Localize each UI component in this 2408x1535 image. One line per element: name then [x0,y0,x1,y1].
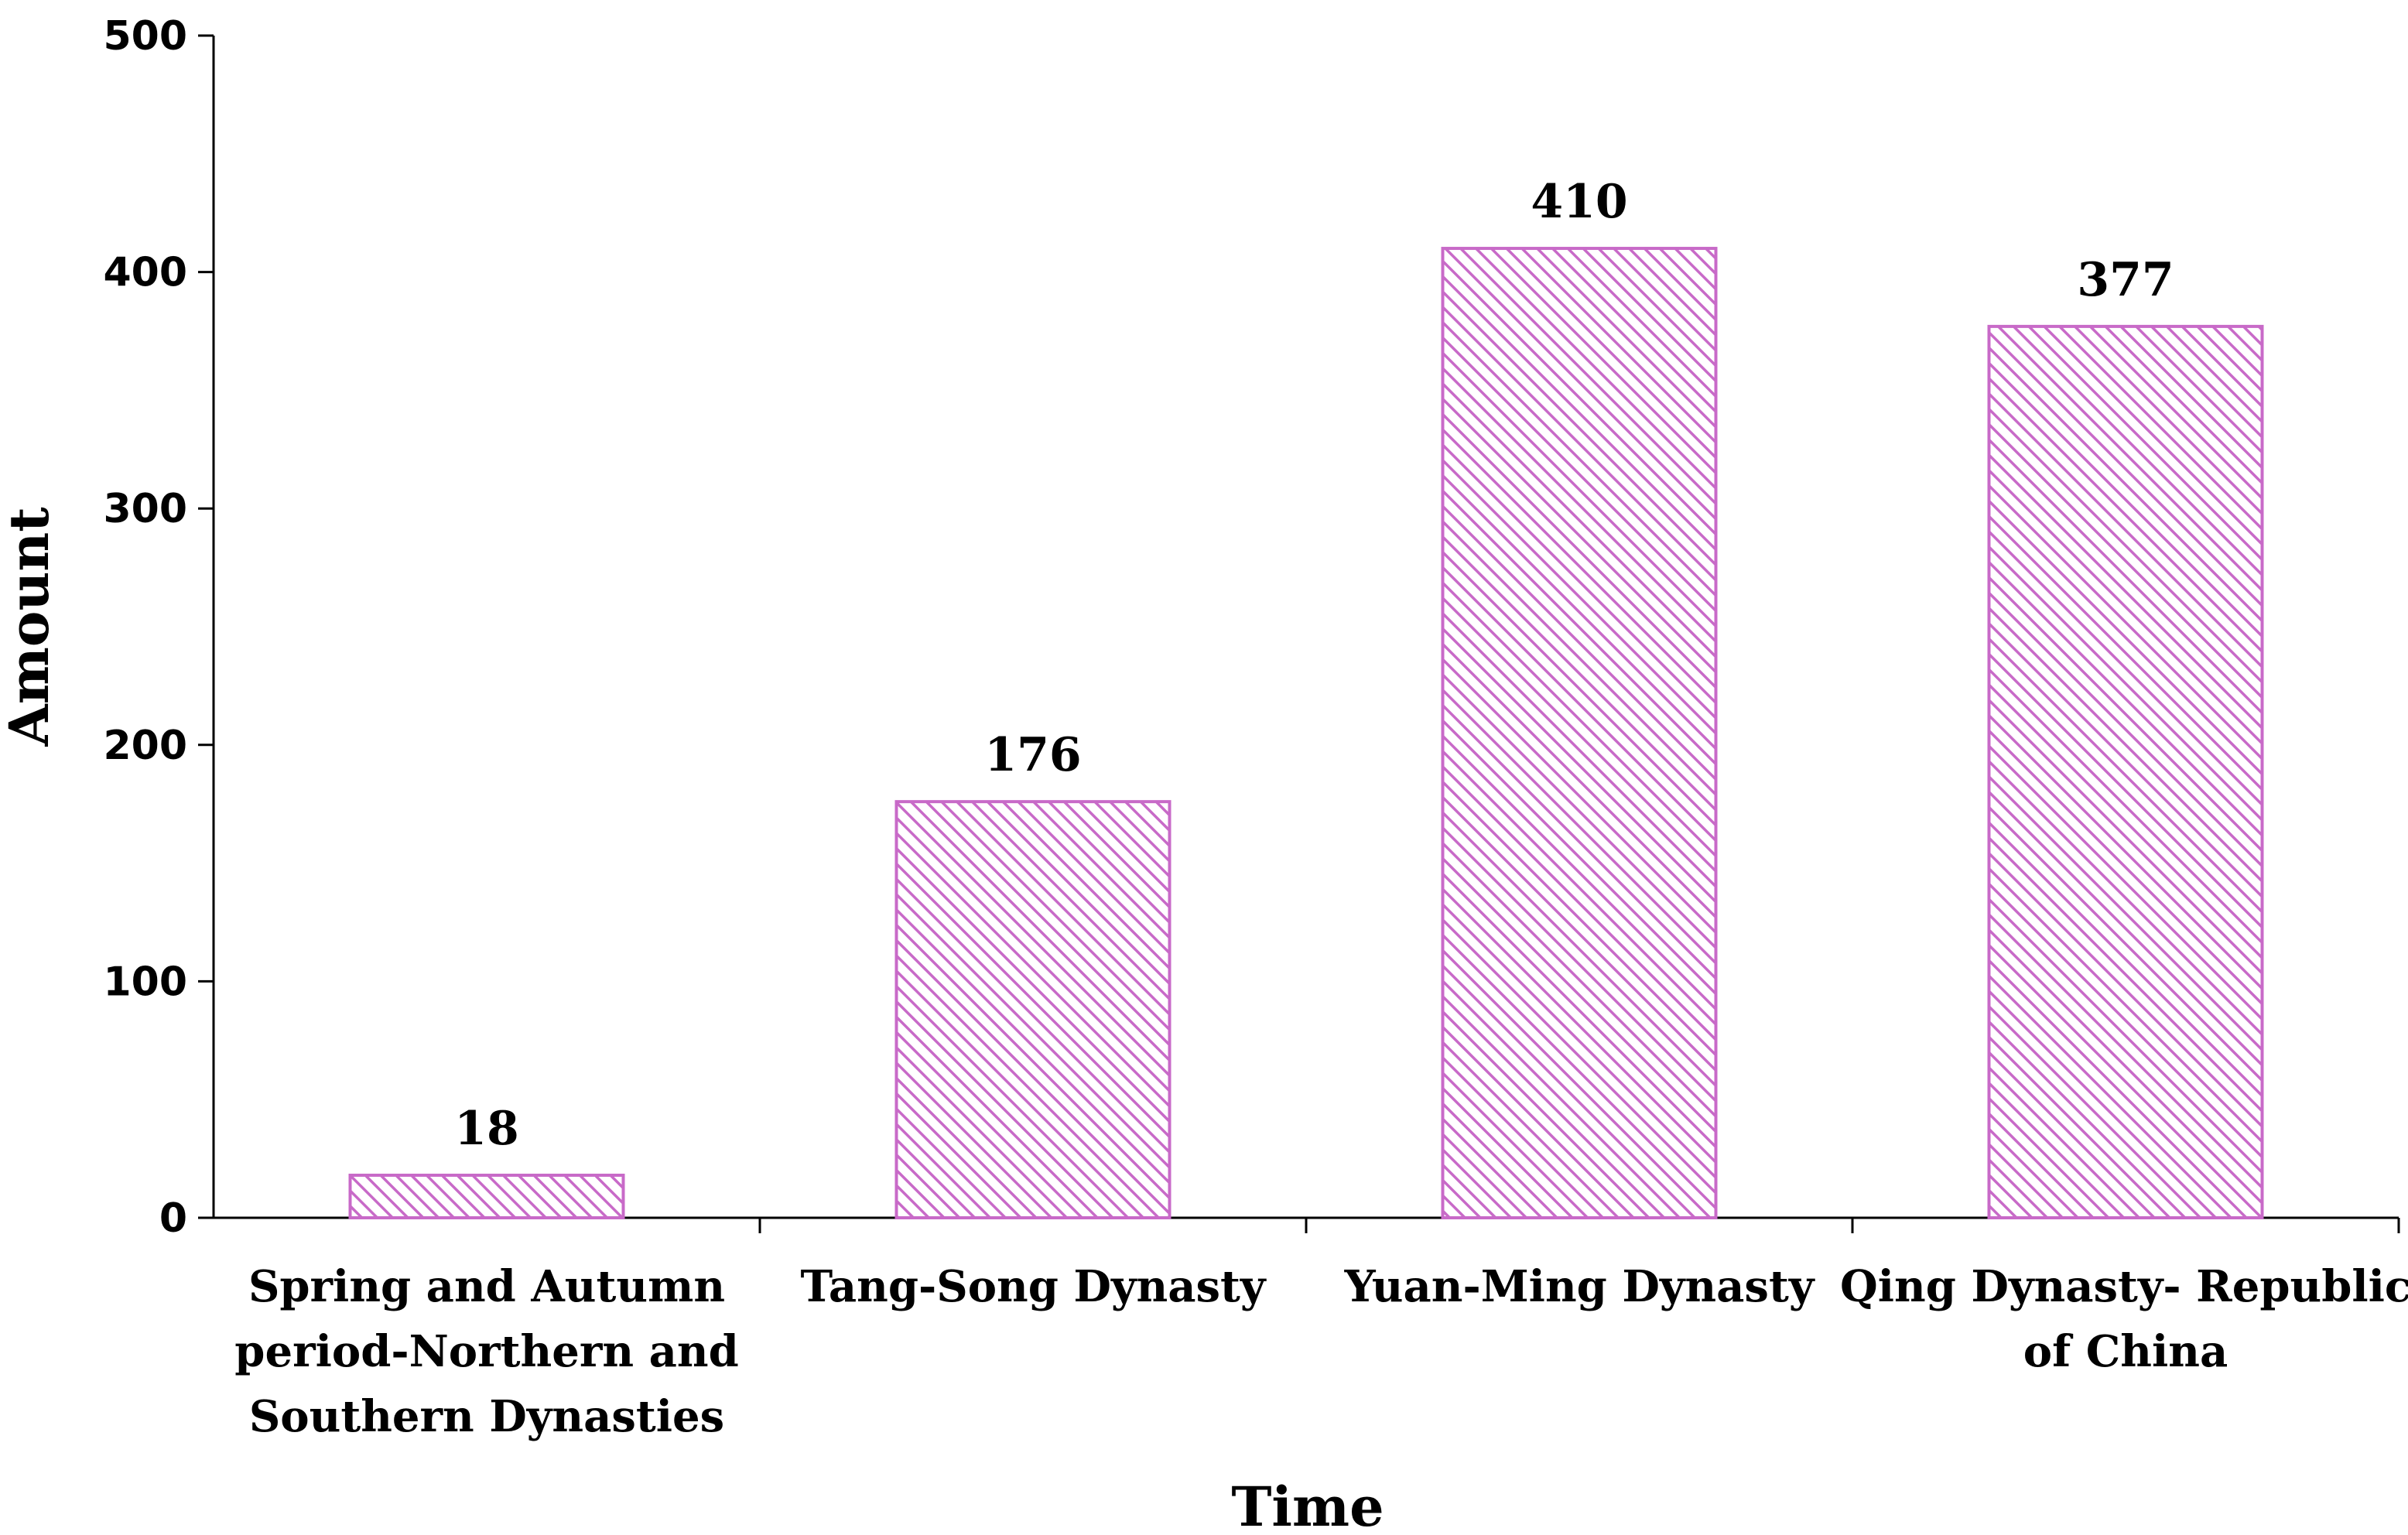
y-tick-label: 0 [159,1195,187,1242]
bar [1987,324,2264,1220]
category-label-line: Yuan-Ming Dynasty [1344,1261,1815,1312]
category-label-line: of China [2023,1326,2228,1377]
bar [1441,247,1718,1219]
labels: 18 Spring and Autumn period-Northern and So… [234,175,2408,1442]
data-label: 410 [1531,175,1627,229]
data-label: 377 [2077,253,2174,307]
category-label-line: Spring and Autumn [248,1261,725,1312]
data-label: 18 [454,1102,519,1156]
category-label: Tang-Song Dynasty [801,1261,1267,1312]
x-axis-title: Time [1231,1475,1384,1535]
category-label: Qing Dynasty- Republic of China [1840,1261,2408,1377]
bar [894,800,1172,1220]
category-label-line: Tang-Song Dynasty [801,1261,1267,1312]
category-label-line: Southern Dynasties [249,1391,724,1442]
axes: 0 100 200 300 400 500 [103,13,2400,1242]
bars [348,247,2264,1220]
y-tick-label: 500 [103,13,187,60]
y-tick-label: 200 [103,723,187,769]
category-label: Yuan-Ming Dynasty [1344,1261,1815,1312]
category-label-line: Qing Dynasty- Republic [1840,1261,2408,1312]
category-label: Spring and Autumn period-Northern and Sout… [234,1261,738,1442]
y-axis-title: Amount [0,507,61,747]
y-tick-label: 400 [103,250,187,296]
bar [348,1173,625,1219]
y-tick-label: 100 [103,959,187,1005]
data-label: 176 [984,728,1081,782]
category-label-line: period-Northern and [234,1326,738,1377]
y-tick-label: 300 [103,486,187,532]
